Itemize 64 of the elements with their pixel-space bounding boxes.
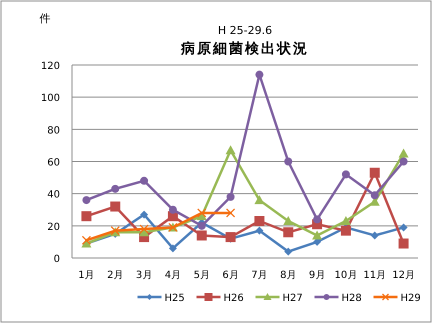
point bbox=[168, 244, 177, 252]
point bbox=[140, 210, 148, 219]
point bbox=[283, 216, 294, 226]
point bbox=[370, 168, 380, 178]
x-tick-label: 3月 bbox=[136, 270, 152, 281]
y-tick-label: 120 bbox=[40, 61, 60, 72]
x-tick-label: 5月 bbox=[194, 270, 210, 281]
point bbox=[284, 248, 292, 256]
x-tick-label: 1月 bbox=[78, 270, 95, 281]
x-tick-label: 10月 bbox=[334, 270, 358, 281]
point bbox=[370, 191, 379, 200]
x-tick-label: 4月 bbox=[164, 270, 182, 281]
x-tick-label: 11月 bbox=[363, 270, 386, 281]
point bbox=[82, 196, 90, 204]
y-tick-label: 80 bbox=[47, 125, 60, 136]
chart-subtitle: 病原細菌検出状況 bbox=[180, 40, 309, 57]
legend-label: H26 bbox=[224, 293, 244, 304]
point bbox=[254, 195, 264, 204]
legend-label: H25 bbox=[164, 293, 185, 304]
point bbox=[226, 232, 236, 242]
point bbox=[254, 216, 264, 226]
point bbox=[370, 231, 379, 240]
y-tick-label: 0 bbox=[54, 254, 60, 265]
point bbox=[197, 208, 206, 218]
point bbox=[226, 208, 236, 218]
x-tick-label: 12月 bbox=[392, 270, 415, 281]
y-tick-label: 100 bbox=[40, 93, 60, 104]
x-tick-label: 2月 bbox=[107, 270, 124, 281]
y-tick-label: 20 bbox=[47, 222, 60, 233]
x-tick-label: 7月 bbox=[251, 270, 268, 281]
y-tick-label: 40 bbox=[47, 190, 60, 201]
y-axis-title: 件 bbox=[40, 12, 50, 25]
point bbox=[342, 170, 350, 178]
point bbox=[226, 145, 236, 154]
point bbox=[198, 222, 206, 230]
point bbox=[283, 227, 294, 238]
point bbox=[140, 176, 148, 185]
point bbox=[255, 226, 264, 235]
point bbox=[340, 216, 351, 226]
point bbox=[400, 223, 408, 232]
point bbox=[110, 202, 120, 212]
x-tick-label: 9月 bbox=[308, 270, 326, 281]
point bbox=[398, 148, 409, 158]
point bbox=[226, 192, 235, 201]
x-tick-label: 8月 bbox=[280, 270, 296, 281]
x-tick-label: 6月 bbox=[222, 270, 239, 281]
point bbox=[81, 211, 92, 222]
point bbox=[196, 230, 207, 240]
point bbox=[111, 184, 120, 193]
point bbox=[398, 238, 409, 249]
legend-label: H29 bbox=[400, 293, 421, 304]
point bbox=[400, 158, 408, 166]
point bbox=[255, 70, 264, 79]
legend-label: H28 bbox=[342, 293, 362, 304]
point bbox=[139, 224, 149, 234]
legend-label: H27 bbox=[282, 293, 303, 304]
point bbox=[340, 226, 351, 236]
point bbox=[168, 206, 177, 214]
y-tick-label: 60 bbox=[47, 158, 60, 168]
point bbox=[312, 230, 322, 240]
point bbox=[313, 215, 322, 224]
point bbox=[82, 236, 92, 245]
point bbox=[284, 158, 292, 166]
chart-title: H 25-29.6 bbox=[218, 24, 272, 37]
